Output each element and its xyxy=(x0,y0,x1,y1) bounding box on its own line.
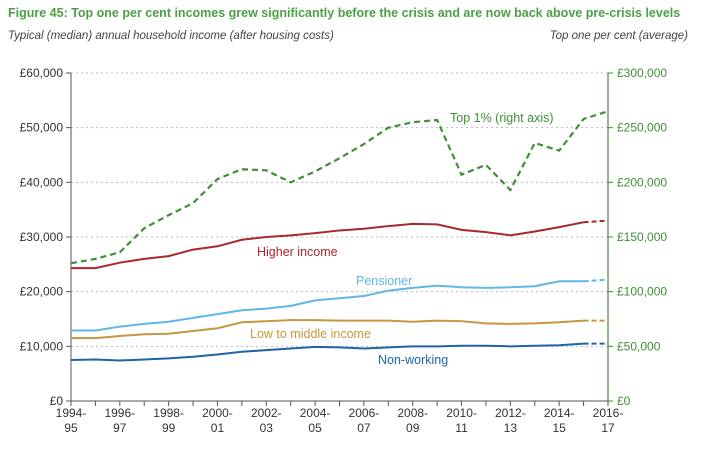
y-right-tick-label: £150,000 xyxy=(617,230,667,244)
x-tick-label: 2016- xyxy=(593,406,624,420)
x-tick-label: 2012- xyxy=(495,406,526,420)
x-tick-label: 2004- xyxy=(300,406,331,420)
y-right-tick-label: £0 xyxy=(617,394,631,408)
x-tick-label: 17 xyxy=(601,421,615,435)
x-tick-label: 1998- xyxy=(153,406,184,420)
left-axis-subtitle: Typical (median) annual household income… xyxy=(8,30,334,42)
series-line-top-1-right-axis xyxy=(70,110,609,265)
y-left-tick-label: £50,000 xyxy=(20,121,64,135)
x-tick-label: 2006- xyxy=(349,406,380,420)
figure-title: Figure 45: Top one per cent incomes grew… xyxy=(8,6,681,20)
x-tick-label: 07 xyxy=(357,421,371,435)
series-line-non-working xyxy=(70,342,584,362)
x-tick-label: 2002- xyxy=(251,406,282,420)
y-right-tick-label: £100,000 xyxy=(617,285,667,299)
y-right-tick-label: £300,000 xyxy=(617,66,667,80)
y-left-tick-label: £60,000 xyxy=(20,66,64,80)
x-tick-label: 99 xyxy=(162,421,176,435)
x-tick-label: 97 xyxy=(113,421,127,435)
x-tick-label: 09 xyxy=(406,421,420,435)
x-tick-label: 11 xyxy=(455,421,468,435)
series-line-pensioner xyxy=(71,280,584,332)
y-left-tick-label: £20,000 xyxy=(20,285,64,299)
x-tick-label: 2010- xyxy=(446,406,477,420)
y-left-tick-label: £0 xyxy=(50,394,64,408)
series-projection-pensioner xyxy=(583,278,609,283)
y-left-tick-label: £30,000 xyxy=(20,230,64,244)
series-label-pensioner: Pensioner xyxy=(356,274,412,288)
x-tick-label: 2014- xyxy=(544,406,575,420)
y-right-tick-label: £250,000 xyxy=(617,121,667,135)
y-right-tick-label: £50,000 xyxy=(617,339,661,353)
series-line-low-to-middle-income xyxy=(71,319,584,340)
x-tick-label: 01 xyxy=(211,421,225,435)
x-tick-label: 05 xyxy=(308,421,322,435)
x-tick-label: 03 xyxy=(260,421,274,435)
y-left-tick-label: £40,000 xyxy=(20,175,64,189)
series-label-top-1-right-axis: Top 1% (right axis) xyxy=(450,111,554,125)
series-label-higher-income: Higher income xyxy=(257,245,338,259)
series-line-higher-income xyxy=(71,221,584,270)
y-left-tick-label: £10,000 xyxy=(20,339,64,353)
series-label-low-to-middle-income: Low to middle income xyxy=(250,327,371,341)
y-right-tick-label: £200,000 xyxy=(617,175,667,189)
series-label-non-working: Non-working xyxy=(378,353,448,367)
right-axis-subtitle: Top one per cent (average) xyxy=(549,30,688,42)
x-tick-label: 2000- xyxy=(202,406,233,420)
x-tick-label: 2008- xyxy=(397,406,428,420)
x-tick-label: 1996- xyxy=(104,406,135,420)
x-tick-label: 1994- xyxy=(56,406,87,420)
series-projection-higher-income xyxy=(583,219,609,224)
x-tick-label: 95 xyxy=(64,421,78,435)
x-tick-label: 13 xyxy=(504,421,518,435)
x-tick-label: 15 xyxy=(553,421,567,435)
